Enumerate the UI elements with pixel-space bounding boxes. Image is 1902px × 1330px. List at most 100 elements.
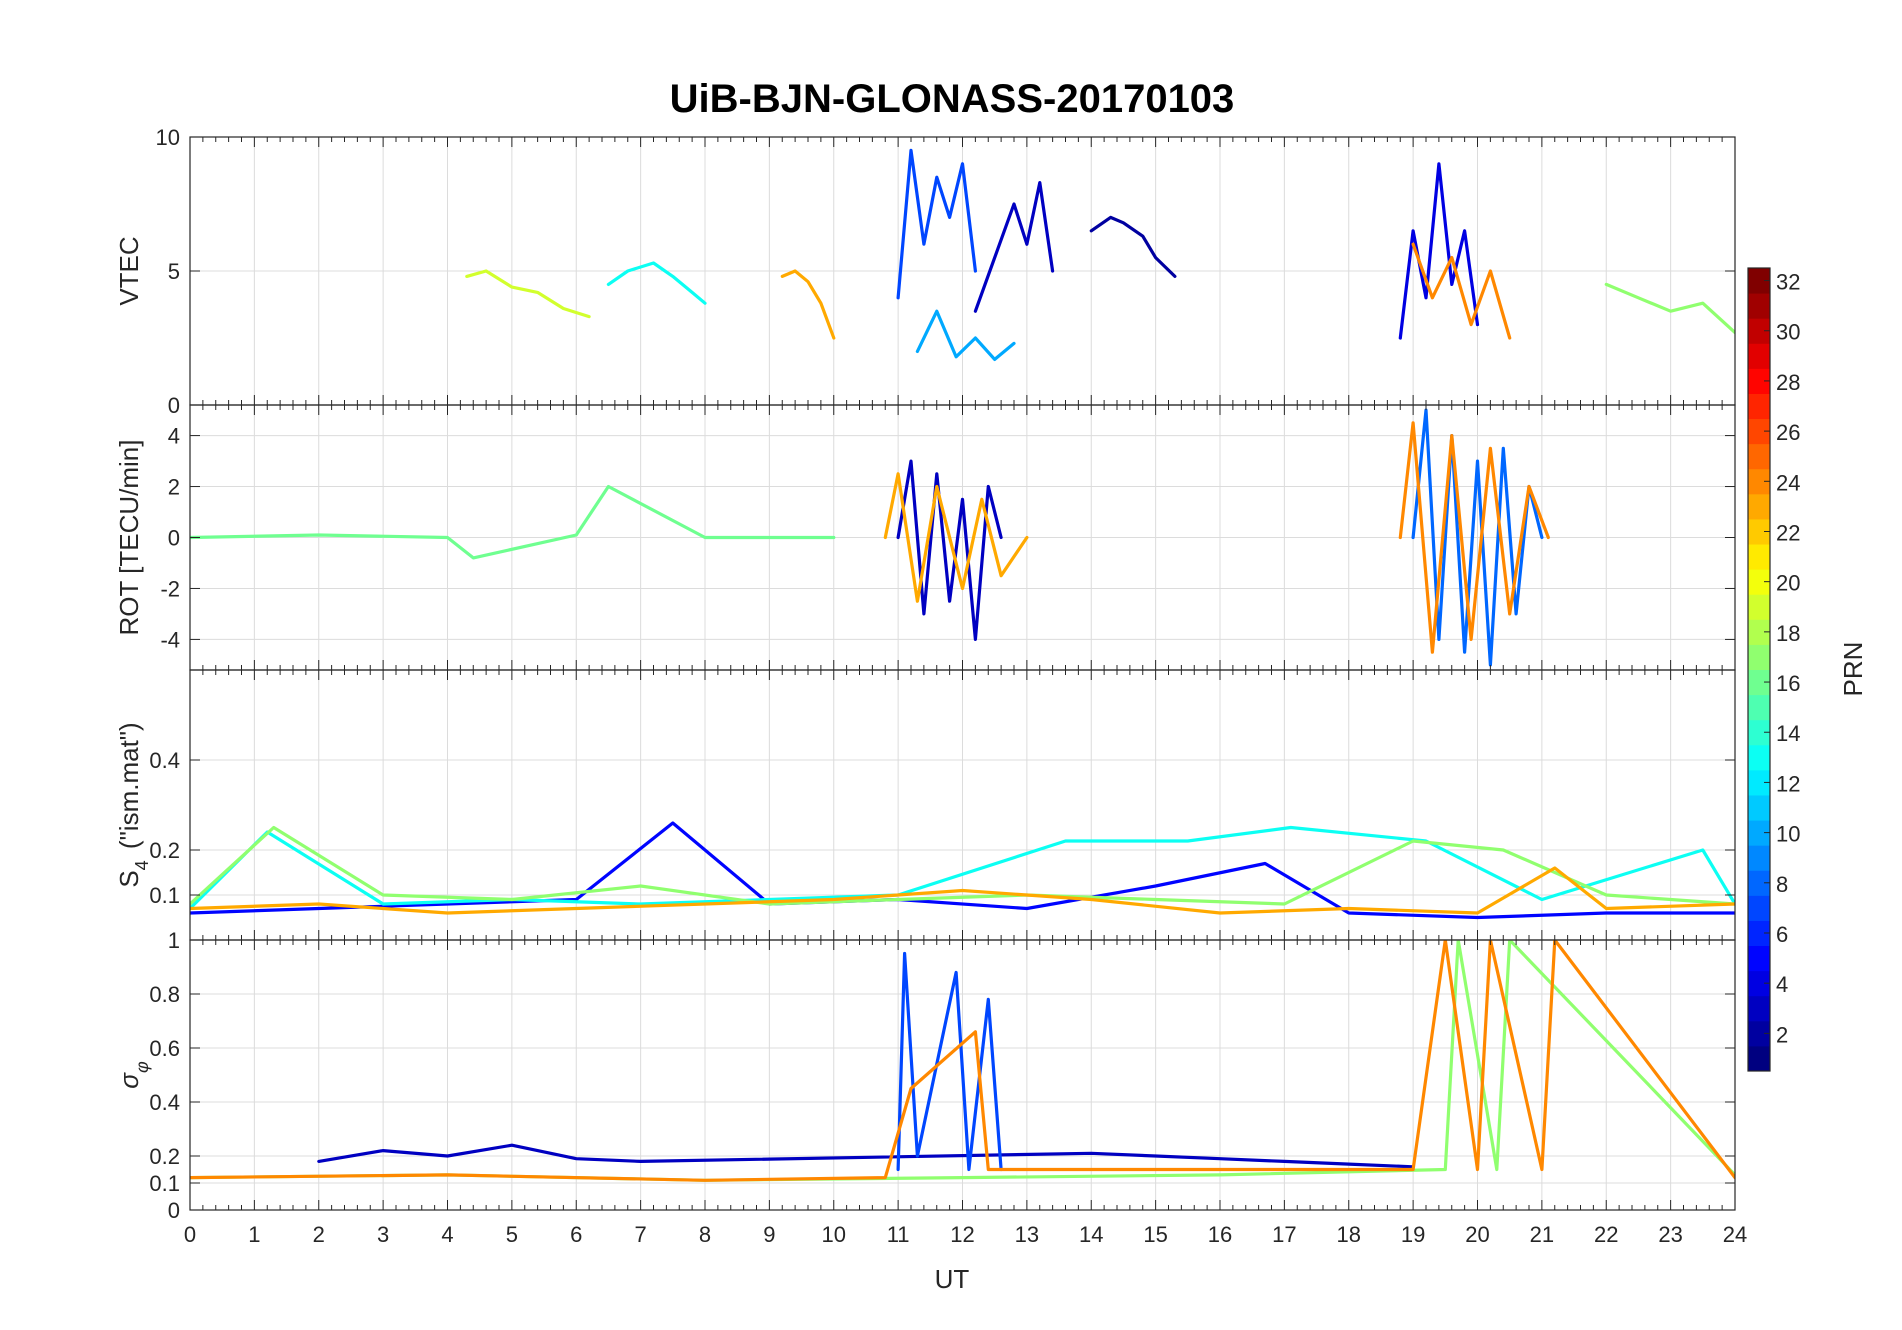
y-tick-label: 0 <box>168 526 180 551</box>
colorbar-swatch <box>1748 493 1770 520</box>
colorbar-swatch <box>1748 669 1770 696</box>
y-tick-label: 1 <box>168 928 180 953</box>
x-tick-label: 2 <box>313 1222 325 1247</box>
series-line-prn-24 <box>1411 242 1512 340</box>
colorbar-swatch <box>1748 644 1770 670</box>
colorbar-tick-label: 6 <box>1776 922 1788 947</box>
series-line-prn-23 <box>780 269 836 340</box>
series-line-prn-8 <box>1411 408 1544 667</box>
colorbar-swatch <box>1748 368 1770 394</box>
x-tick-label: 13 <box>1015 1222 1039 1247</box>
colorbar-tick-label: 8 <box>1776 872 1788 897</box>
colorbar-tick-label: 24 <box>1776 470 1800 495</box>
x-tick-label: 4 <box>441 1222 453 1247</box>
x-tick-label: 15 <box>1143 1222 1167 1247</box>
y-tick-label: 10 <box>156 125 180 150</box>
x-tick-label: 19 <box>1401 1222 1425 1247</box>
y-tick-label: 2 <box>168 475 180 500</box>
colorbar-swatch <box>1748 870 1770 896</box>
panel-vtec: 0 5 10 VTEC <box>114 125 1736 418</box>
series-line-prn-17 <box>190 825 1735 906</box>
x-tick-label: 20 <box>1465 1222 1489 1247</box>
colorbar-swatch <box>1748 769 1770 796</box>
colorbar-tick-label: 20 <box>1776 571 1800 596</box>
panel-s4: 0.1 0.2 0.4S4 ("ism.mat") <box>114 669 1736 941</box>
colorbar-tick-label: 12 <box>1776 771 1800 796</box>
series-group <box>190 940 1735 1182</box>
colorbar-swatch <box>1748 694 1770 721</box>
colorbar-swatch <box>1748 594 1770 620</box>
x-tick-label: 18 <box>1337 1222 1361 1247</box>
x-tick-label: 21 <box>1530 1222 1554 1247</box>
chart-title: UiB-BJN-GLONASS-20170103 <box>670 77 1235 121</box>
series-line-prn-3 <box>896 459 1003 641</box>
series-line-prn-13 <box>190 825 1735 911</box>
colorbar-swatch <box>1748 995 1770 1022</box>
y-axis-label-sigma_phi: σφ <box>114 1061 152 1089</box>
colorbar-tick-label: 30 <box>1776 320 1800 345</box>
series-line-prn-17 <box>1604 282 1735 335</box>
x-tick-label: 11 <box>887 1222 910 1247</box>
y-tick-label: 0.8 <box>149 982 180 1007</box>
series-group <box>465 148 1735 361</box>
colorbar-swatch <box>1748 1045 1770 1072</box>
y-tick-label: 0.4 <box>149 1090 180 1115</box>
colorbar-tick-label: 10 <box>1776 822 1800 847</box>
x-tick-label: 6 <box>570 1222 582 1247</box>
panel-rot: -4 -2 0 2 4 ROT [TECU/min] <box>114 404 1736 671</box>
colorbar-tick-label: 18 <box>1776 621 1800 646</box>
y-axis-label-s4: S4 ("ism.mat") <box>114 722 152 887</box>
series-line-prn-23 <box>190 866 1735 915</box>
y-tick-label: 0.4 <box>149 748 180 773</box>
series-line-prn-7 <box>896 951 1003 1172</box>
colorbar-swatch <box>1748 268 1770 294</box>
colorbar-swatch <box>1748 468 1770 495</box>
colorbar-swatch <box>1748 719 1770 746</box>
y-tick-label: 0.1 <box>149 1171 180 1196</box>
x-tick-label: 17 <box>1272 1222 1296 1247</box>
x-tick-label: 16 <box>1208 1222 1232 1247</box>
series-line-prn-7 <box>896 148 977 300</box>
colorbar-tick-label: 22 <box>1776 520 1800 545</box>
colorbar-label: PRN <box>1838 642 1868 697</box>
y-tick-label: -4 <box>160 627 180 652</box>
colorbar-tick-label: 2 <box>1776 1022 1788 1047</box>
colorbar-swatch <box>1748 744 1770 771</box>
y-tick-label: 0 <box>168 393 180 418</box>
series-line-prn-16 <box>190 484 836 560</box>
colorbar-tick-label: 26 <box>1776 420 1800 445</box>
colorbar-swatch <box>1748 945 1770 972</box>
series-line-prn-13 <box>606 261 707 305</box>
colorbar-tick-label: 32 <box>1776 270 1800 295</box>
y-axis-label-rot: ROT [TECU/min] <box>114 440 144 636</box>
colorbar-swatch <box>1748 418 1770 445</box>
colorbar-swatch <box>1748 393 1770 420</box>
colorbar-swatch <box>1748 970 1770 997</box>
colorbar-swatch <box>1748 820 1770 846</box>
x-tick-label: 23 <box>1658 1222 1682 1247</box>
series-line-prn-23 <box>883 472 1029 603</box>
colorbar-swatch <box>1748 619 1770 645</box>
colorbar-swatch <box>1748 794 1770 821</box>
series-line-prn-10 <box>915 309 1016 361</box>
series-line-prn-19 <box>465 269 591 319</box>
y-tick-label: 4 <box>168 424 180 449</box>
x-tick-label: 1 <box>248 1222 260 1247</box>
x-tick-label: 12 <box>950 1222 974 1247</box>
x-tick-label: 14 <box>1079 1222 1103 1247</box>
colorbar-swatch <box>1748 343 1770 369</box>
x-tick-label: 9 <box>763 1222 775 1247</box>
series-line-prn-3 <box>973 181 1055 313</box>
colorbar-tick-label: 28 <box>1776 370 1800 395</box>
series-line-prn-24 <box>1398 421 1550 654</box>
colorbar-tick-label: 14 <box>1776 721 1800 746</box>
colorbar-swatch <box>1748 443 1770 470</box>
colorbar-swatch <box>1748 569 1770 595</box>
x-tick-label: 0 <box>184 1222 196 1247</box>
y-axis-label-vtec: VTEC <box>114 236 144 305</box>
colorbar-swatch <box>1748 1020 1770 1047</box>
x-tick-label: 8 <box>699 1222 711 1247</box>
